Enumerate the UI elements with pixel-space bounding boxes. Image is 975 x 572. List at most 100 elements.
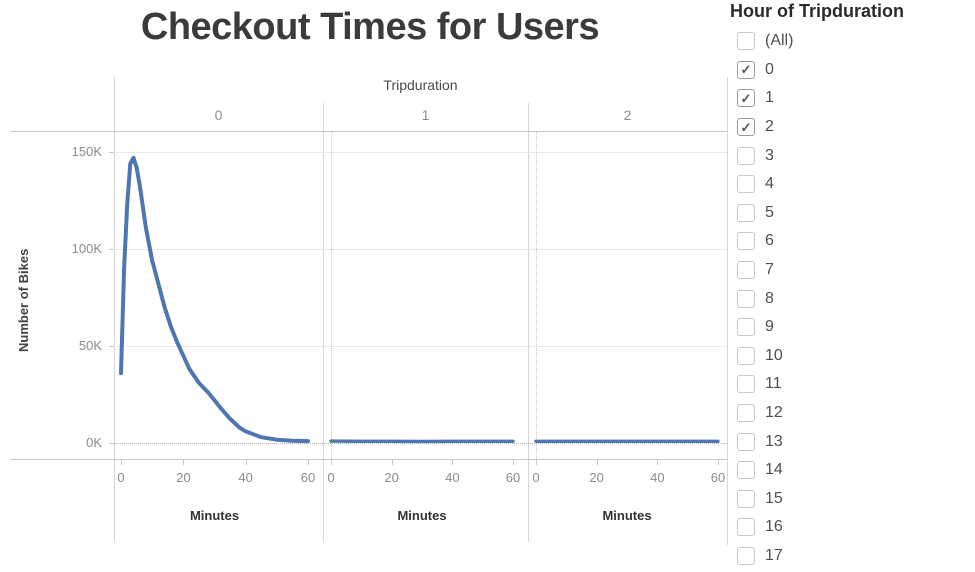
x-tick-label: 40: [445, 470, 460, 485]
x-tick-label: 60: [505, 470, 521, 485]
filter-item-5[interactable]: 5: [737, 199, 793, 228]
line-chart: [119, 155, 720, 444]
x-axis-line: [10, 459, 727, 460]
gridline: [114, 346, 727, 347]
checkbox[interactable]: [737, 375, 755, 394]
filter-item-label: (All): [765, 32, 794, 50]
checkbox[interactable]: [737, 203, 755, 222]
checkbox[interactable]: ✓: [737, 89, 755, 108]
checkbox[interactable]: [737, 32, 755, 51]
filter-item-4[interactable]: 4: [737, 170, 793, 199]
filter-item-label: 15: [765, 489, 783, 507]
chart-title: Checkout Times for Users: [140, 6, 600, 48]
checkbox[interactable]: [737, 146, 755, 165]
zero-line-y: [114, 443, 727, 444]
check-icon: ✓: [740, 90, 752, 106]
filter-item-label: 0: [765, 60, 774, 78]
facet-column-label: 1: [421, 107, 430, 123]
x-tick-label: 0: [327, 470, 335, 485]
filter-item-15[interactable]: 15: [737, 485, 793, 514]
x-tick-label: 60: [710, 470, 726, 485]
filter-item-3[interactable]: 3: [737, 141, 793, 170]
facet-title: Tripduration: [383, 77, 458, 93]
x-tick-mark: [246, 460, 247, 465]
filter-item-label: 3: [765, 146, 774, 164]
filter-item-1[interactable]: ✓ 1: [737, 84, 793, 113]
x-tick-mark: [536, 460, 537, 465]
checkbox[interactable]: [737, 546, 755, 565]
x-tick-mark: [121, 460, 122, 465]
gridline: [114, 249, 727, 250]
checkbox[interactable]: [737, 232, 755, 251]
filter-item-label: 2: [765, 118, 774, 136]
filter-item-label: 5: [765, 203, 774, 221]
filter-item-2[interactable]: ✓ 2: [737, 113, 793, 142]
x-tick-mark: [657, 460, 658, 465]
checkbox[interactable]: [737, 404, 755, 423]
filter-item-label: 9: [765, 318, 774, 336]
x-tick-mark: [331, 460, 332, 465]
checkbox[interactable]: [737, 289, 755, 308]
filter-item-10[interactable]: 10: [737, 342, 793, 371]
x-tick-label: 40: [650, 470, 665, 485]
x-tick-mark: [183, 460, 184, 465]
checkbox[interactable]: [737, 346, 755, 365]
filter-item-label: 14: [765, 461, 783, 479]
x-tick-label: 20: [589, 470, 604, 485]
filter-item-label: 12: [765, 404, 783, 422]
checkbox[interactable]: ✓: [737, 118, 755, 137]
checkbox[interactable]: [737, 175, 755, 194]
y-tick-mark: [109, 152, 114, 153]
x-tick-label: 20: [176, 470, 191, 485]
x-tick-mark: [513, 460, 514, 465]
checkbox[interactable]: [737, 489, 755, 508]
checkbox[interactable]: ✓: [737, 60, 755, 79]
filter-item-12[interactable]: 12: [737, 399, 793, 428]
filter-item-0[interactable]: ✓ 0: [737, 56, 793, 85]
x-tick-mark: [597, 460, 598, 465]
filter-item-label: 17: [765, 546, 783, 564]
gridline: [114, 152, 727, 153]
x-tick-mark: [452, 460, 453, 465]
x-axis-title: Minutes: [602, 508, 652, 523]
filter-item-16[interactable]: 16: [737, 513, 793, 542]
trend-line-facet-0: [119, 155, 310, 444]
zero-line-x: [331, 131, 332, 459]
filter-item-label: 8: [765, 289, 774, 307]
plot-top-line: [10, 131, 727, 132]
filter-item-9[interactable]: 9: [737, 313, 793, 342]
x-tick-label: 0: [532, 470, 540, 485]
filter-item-7[interactable]: 7: [737, 256, 793, 285]
x-tick-label: 20: [384, 470, 399, 485]
filter-item-8[interactable]: 8: [737, 284, 793, 313]
check-icon: ✓: [740, 119, 752, 135]
facet-column-label: 0: [214, 107, 223, 123]
checkbox[interactable]: [737, 318, 755, 337]
checkbox[interactable]: [737, 461, 755, 480]
x-tick-mark: [308, 460, 309, 465]
filter-item-label: 11: [765, 375, 782, 393]
x-tick-mark: [718, 460, 719, 465]
filter-item-11[interactable]: 11: [737, 370, 793, 399]
y-tick-label: 150K: [71, 144, 102, 159]
y-tick-mark: [109, 443, 114, 444]
filter-panel: Hour of Tripduration (All) ✓ 0 ✓ 1 ✓ 2 3 4 5 6 7 8 9 1…: [729, 0, 975, 572]
filter-item-17[interactable]: 17: [737, 542, 793, 571]
checkbox[interactable]: [737, 518, 755, 537]
panel-divider: [323, 103, 324, 542]
y-tick-label: 0K: [86, 435, 102, 450]
filter-title: Hour of Tripduration: [730, 1, 904, 21]
x-axis-title: Minutes: [397, 508, 447, 523]
filter-item-14[interactable]: 14: [737, 456, 793, 485]
filter-item-6[interactable]: 6: [737, 227, 793, 256]
x-tick-label: 60: [300, 470, 316, 485]
x-tick-mark: [392, 460, 393, 465]
y-tick-label: 50K: [78, 338, 102, 353]
checkbox[interactable]: [737, 432, 755, 451]
filter-item-all[interactable]: (All): [737, 27, 793, 56]
x-axis-title: Minutes: [189, 508, 240, 523]
filter-item-label: 1: [765, 89, 774, 107]
panel-border-left: [114, 77, 115, 542]
checkbox[interactable]: [737, 261, 755, 280]
filter-item-13[interactable]: 13: [737, 427, 793, 456]
